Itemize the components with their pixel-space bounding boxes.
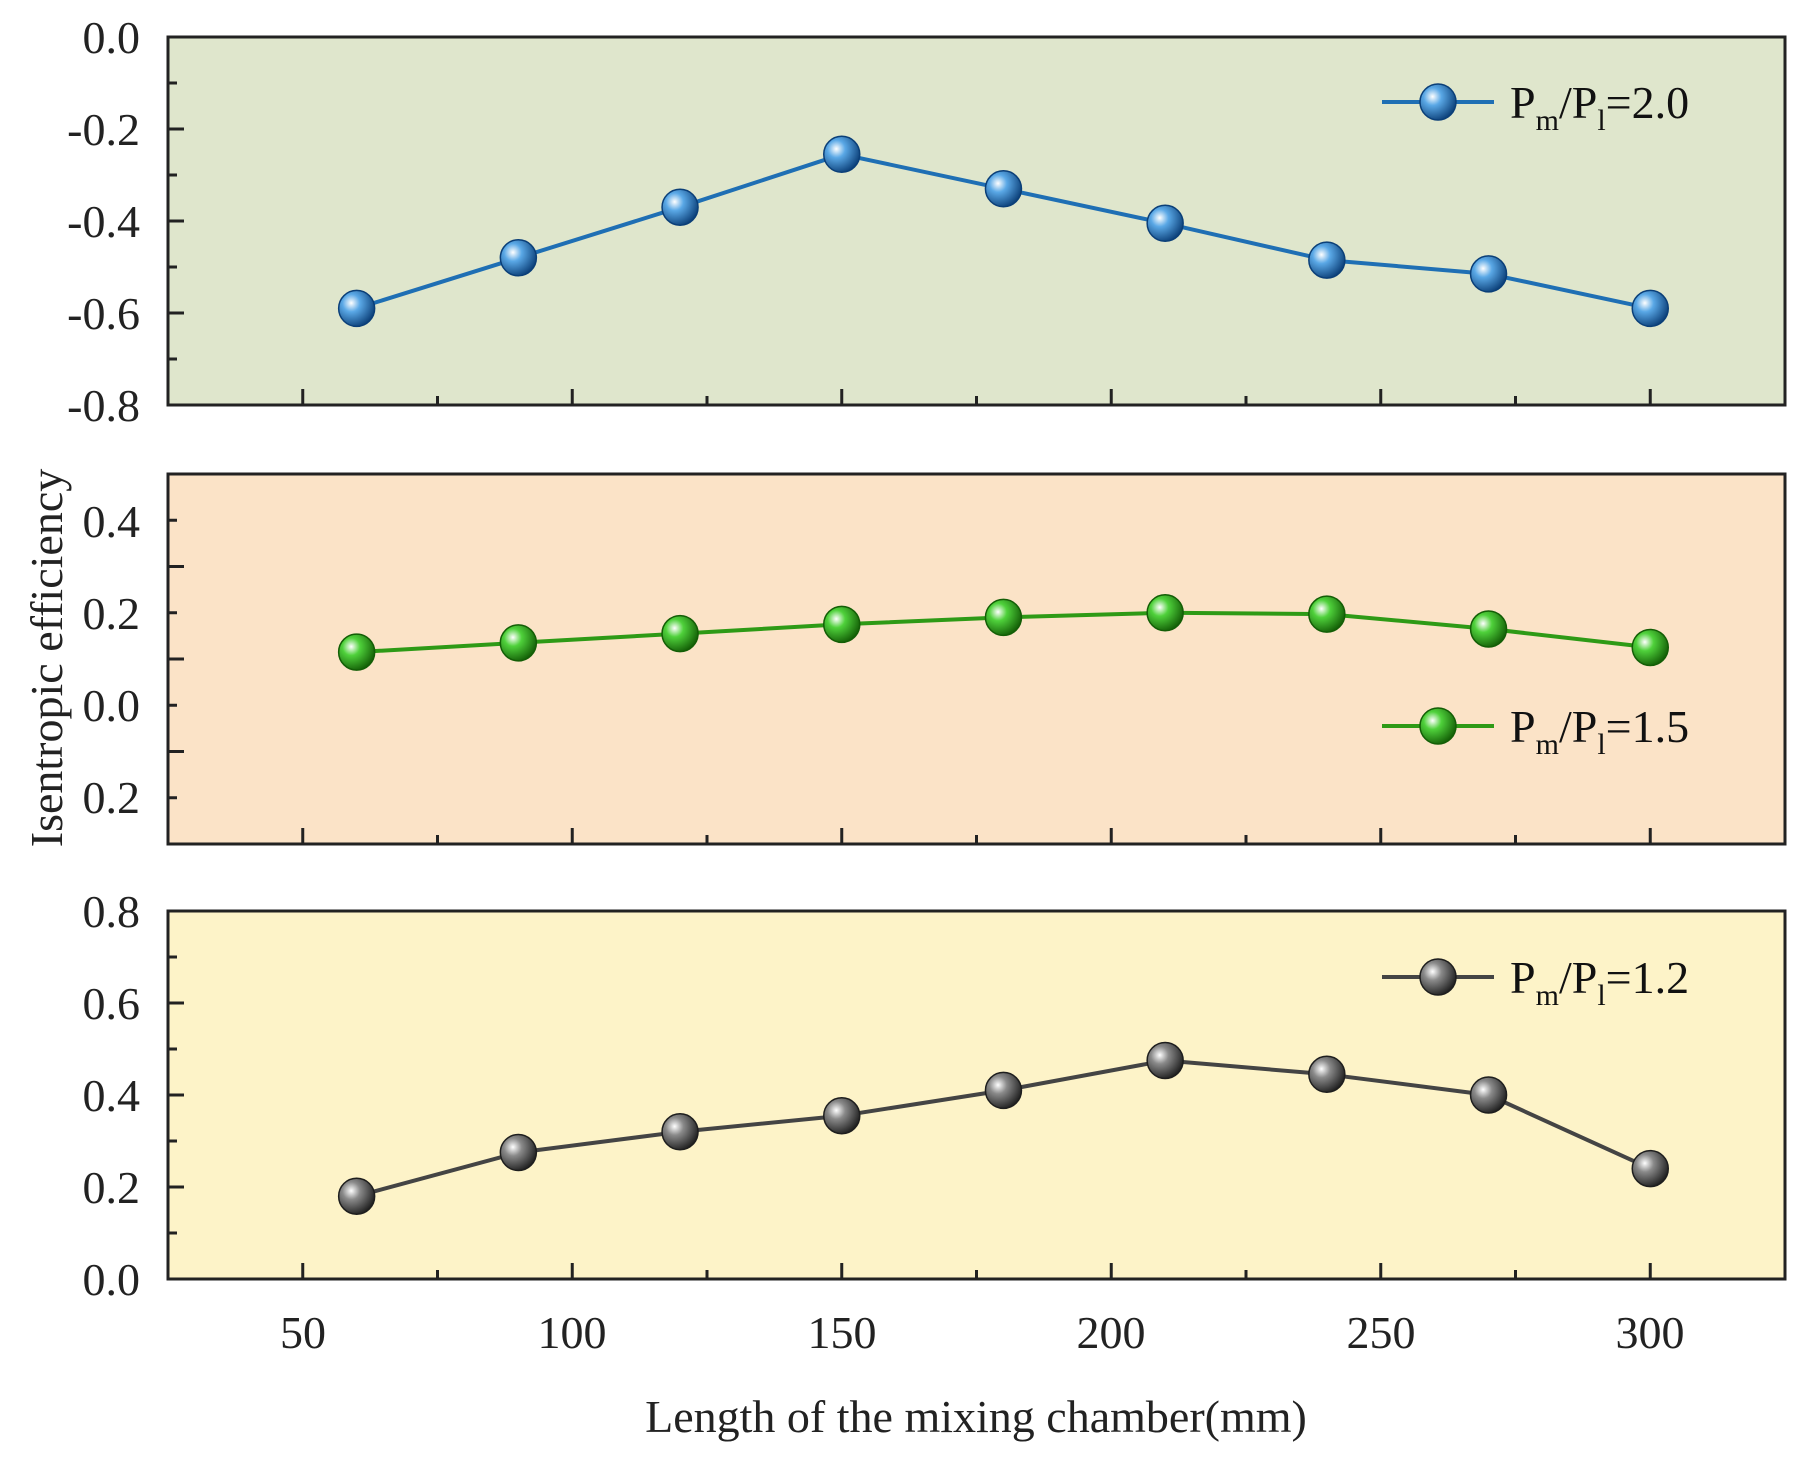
panel-3-ytick-label-1: 0.8	[83, 886, 141, 937]
x-axis-title: Length of the mixing chamber(mm)	[645, 1391, 1307, 1442]
panel-1-ytick-label-4: -0.6	[67, 288, 140, 339]
panel-2: 0.4 0.2 0.0 0.2 Pm/Pl=1.5	[83, 472, 1787, 846]
panel-3-point-120	[661, 1113, 699, 1151]
panel-1-point-120	[661, 188, 699, 226]
panel-2-legend-marker	[1419, 707, 1457, 745]
panel-1-ytick-label-1: 0.0	[83, 12, 141, 63]
panel-2-ticks	[168, 472, 1652, 846]
panel-1-ytick-label-2: -0.2	[67, 104, 140, 155]
xtick-label-300: 300	[1616, 1307, 1685, 1358]
xtick-label-50: 50	[280, 1307, 326, 1358]
panel-2-point-90	[499, 624, 538, 662]
panel-1-point-60	[337, 289, 376, 328]
panel-1-ytick-label-3: -0.4	[67, 196, 140, 247]
panel-3-point-180	[984, 1071, 1023, 1110]
panel-1-legend-label: Pm/Pl=2.0	[1510, 77, 1689, 137]
panel-2-ytick-label-1: 0.4	[83, 496, 141, 547]
panel-2-point-180	[984, 598, 1023, 637]
panel-1-point-90	[499, 239, 538, 277]
panel-1-point-300	[1631, 289, 1669, 328]
panel-1-legend: Pm/Pl=2.0	[1382, 77, 1689, 137]
xtick-label-200: 200	[1077, 1307, 1146, 1358]
x-tick-labels: 50 100 150 200 250 300	[280, 1307, 1685, 1358]
panel-1-point-180	[984, 170, 1023, 208]
panel-3-legend: Pm/Pl=1.2	[1382, 952, 1689, 1012]
panel-2-legend-label: Pm/Pl=1.5	[1510, 701, 1689, 761]
panel-3-tick-labels: 0.8 0.6 0.4 0.2 0.0	[83, 886, 141, 1305]
panel-1-point-270	[1469, 255, 1508, 293]
panel-1-ticks	[168, 35, 1652, 407]
panel-3-point-300	[1631, 1149, 1669, 1188]
y-axis-title: Isentropic efficiency	[21, 469, 72, 847]
panel-3-point-240	[1308, 1055, 1346, 1094]
panel-1-legend-marker	[1419, 83, 1457, 121]
panel-2-tick-labels: 0.4 0.2 0.0 0.2	[83, 496, 141, 823]
xtick-label-150: 150	[808, 1307, 877, 1358]
panel-1-ytick-label-5: -0.8	[67, 380, 140, 431]
panel-3-point-60	[337, 1177, 376, 1215]
panel-3-legend-label: Pm/Pl=1.2	[1510, 952, 1689, 1012]
panel-1-point-150	[823, 135, 861, 174]
panel-2-point-60	[337, 633, 376, 671]
panel-3-point-90	[499, 1133, 538, 1172]
panel-3-ytick-label-4: 0.2	[83, 1162, 141, 1213]
panel-3-legend-marker	[1419, 958, 1457, 996]
panel-2-series	[337, 594, 1669, 671]
panel-3-point-270	[1469, 1076, 1508, 1114]
xtick-label-100: 100	[538, 1307, 607, 1358]
panel-2-point-300	[1631, 628, 1669, 667]
panel-3-ytick-label-2: 0.6	[83, 978, 141, 1029]
xtick-label-250: 250	[1347, 1307, 1416, 1358]
panel-2-legend: Pm/Pl=1.5	[1382, 701, 1689, 761]
panel-3-series	[337, 1041, 1669, 1215]
panel-1-point-240	[1308, 241, 1346, 279]
panel-3-point-210	[1146, 1041, 1184, 1080]
panel-1-background	[166, 35, 1787, 407]
panel-3-ticks	[168, 909, 1652, 1281]
panel-2-point-120	[661, 614, 699, 653]
panel-2-point-240	[1308, 595, 1346, 633]
panel-1-series	[337, 135, 1669, 328]
panel-1-tick-labels: 0.0 -0.2 -0.4 -0.6 -0.8	[67, 12, 140, 431]
panel-1-point-210	[1146, 204, 1184, 243]
panel-2-point-150	[823, 605, 861, 644]
panel-2-point-270	[1469, 610, 1508, 648]
panel-2-point-210	[1146, 594, 1184, 632]
panel-3-ytick-label-3: 0.4	[83, 1070, 141, 1121]
panel-2-ytick-label-2: 0.2	[83, 588, 141, 639]
panel-3-point-150	[823, 1096, 861, 1135]
panel-1: 0.0 -0.2 -0.4 -0.6 -0.8 Pm/Pl=2.0	[67, 12, 1787, 431]
panel-3-ytick-label-5: 0.0	[83, 1254, 141, 1305]
panel-2-background	[166, 472, 1787, 846]
panel-2-ytick-label-4: 0.2	[83, 772, 141, 823]
panel-3: 0.8 0.6 0.4 0.2 0.0 Pm/Pl=1.2	[83, 886, 1787, 1305]
panel-2-ytick-label-3: 0.0	[83, 680, 141, 731]
